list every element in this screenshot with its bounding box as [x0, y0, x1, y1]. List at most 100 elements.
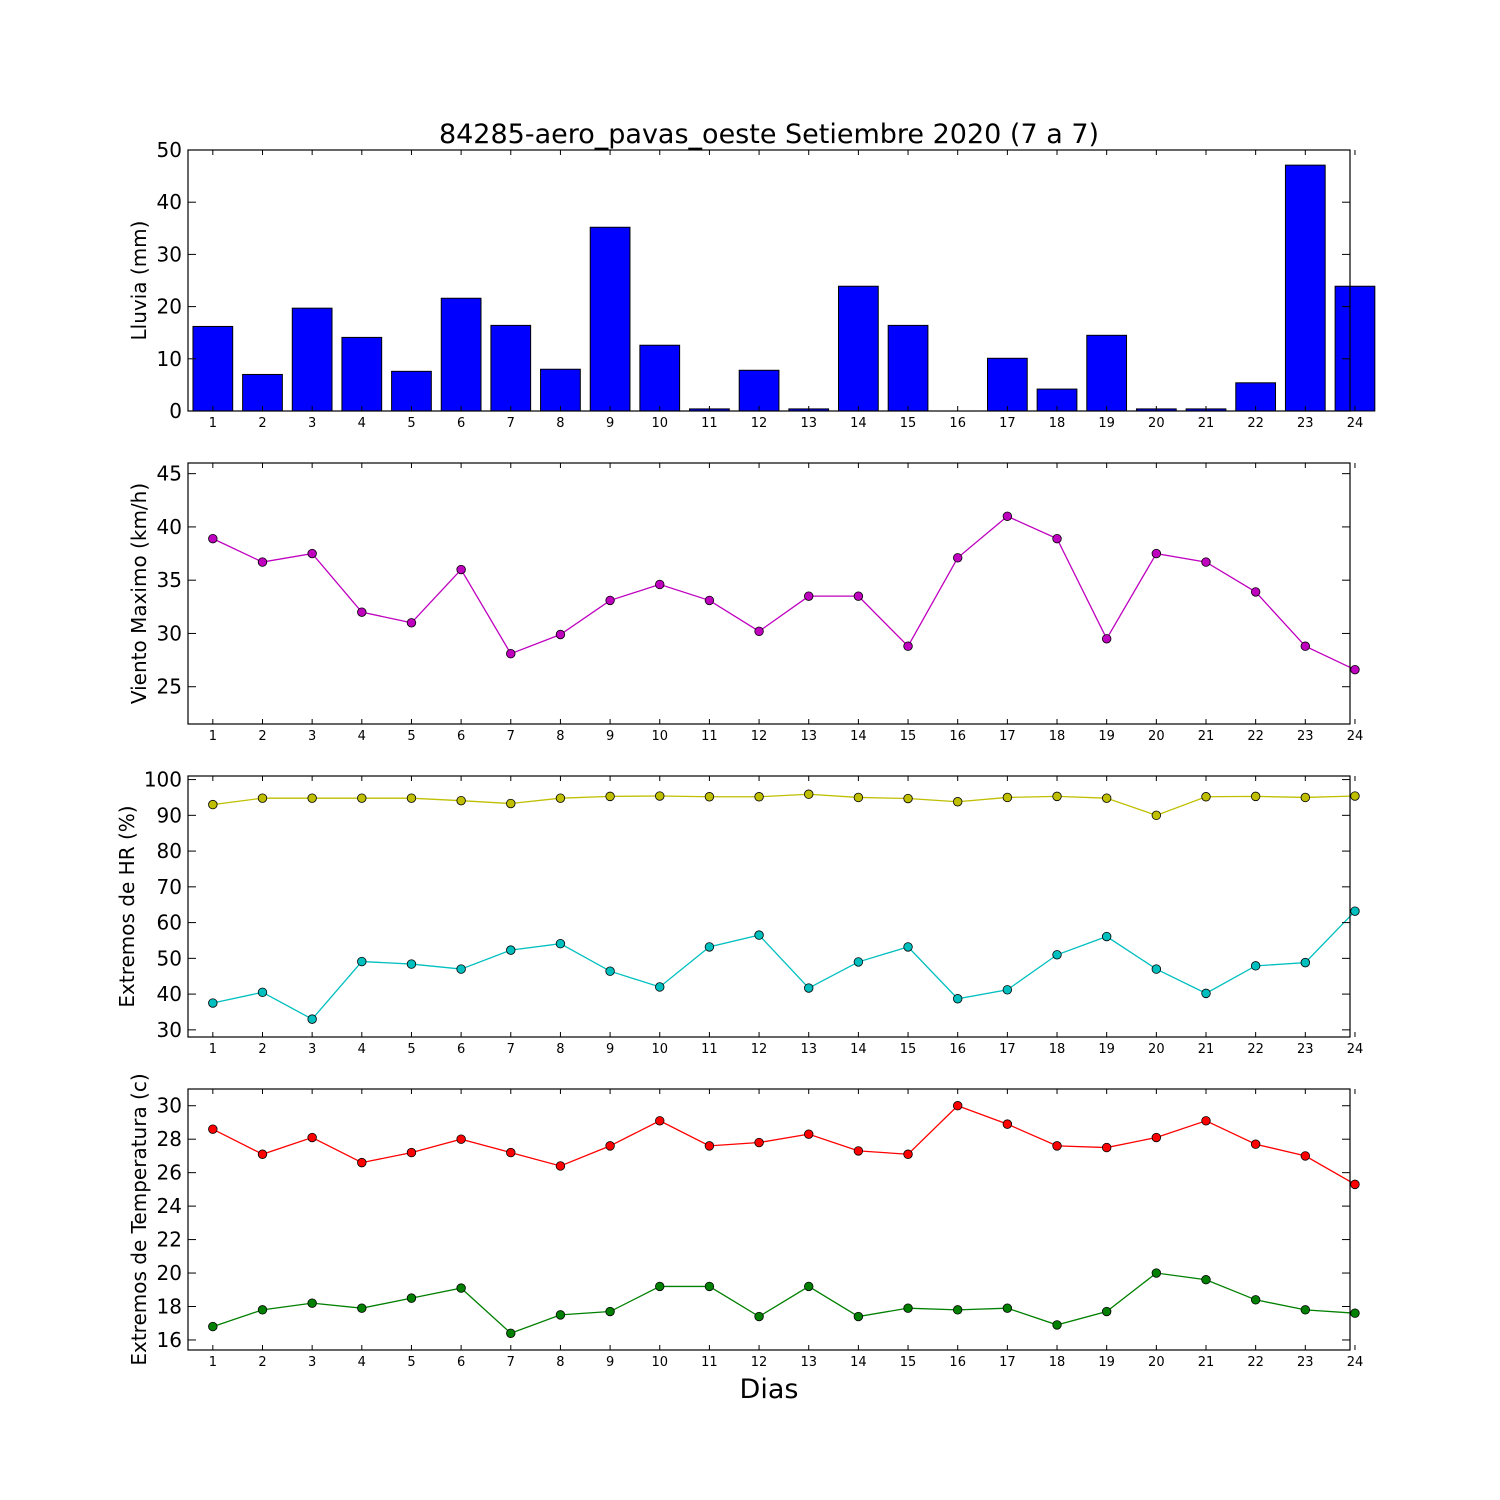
series-1-point-3 — [307, 793, 317, 803]
series-2-point-21 — [1201, 1275, 1211, 1285]
x-tick-label-15: 15 — [900, 416, 917, 431]
x-tick-label-21: 21 — [1198, 416, 1215, 431]
series-2-point-2 — [257, 987, 268, 998]
x-tick-label-24: 24 — [1347, 729, 1364, 744]
x-tick-label-18: 18 — [1049, 1042, 1066, 1057]
series-2-point-5 — [406, 1293, 417, 1303]
x-tick-label-23: 23 — [1297, 1355, 1314, 1370]
series-2-point-7 — [506, 945, 516, 955]
plot-frame — [187, 775, 1351, 1038]
x-tick-label-1: 1 — [209, 1355, 217, 1370]
series-1-line — [212, 793, 1355, 817]
series-1-point-13 — [804, 789, 814, 799]
y-tick-label-3: 50 — [157, 946, 182, 970]
x-tick-label-21: 21 — [1198, 1042, 1215, 1057]
x-tick-label-5: 5 — [407, 416, 415, 431]
y-tick-label-6: 26 — [157, 1161, 182, 1185]
y-tick-label-4: 22 — [157, 1228, 182, 1252]
series-1-point-16 — [953, 797, 963, 807]
series-2-point-6 — [456, 964, 466, 974]
x-tick-label-7: 7 — [507, 729, 515, 744]
series-1-point-20 — [1151, 810, 1162, 821]
series-1-point-11 — [704, 792, 715, 802]
series-1-point-12 — [754, 792, 764, 802]
series-1-point-16 — [953, 553, 963, 563]
series-1-point-21 — [1201, 557, 1211, 567]
x-tick-label-22: 22 — [1247, 729, 1264, 744]
series-2-point-23 — [1300, 1305, 1311, 1315]
y-tick-label-3: 35 — [157, 568, 182, 592]
x-tick-label-7: 7 — [507, 1042, 515, 1057]
series-2-point-17 — [1002, 1303, 1013, 1313]
series-1-point-11 — [704, 1141, 715, 1151]
series-2-point-6 — [456, 1283, 466, 1293]
series-2-point-13 — [804, 1281, 814, 1292]
x-tick-label-15: 15 — [900, 1042, 917, 1057]
y-axis-label: Extremos de Temperatura (c) — [127, 1073, 151, 1365]
x-tick-label-23: 23 — [1297, 729, 1314, 744]
bar-23 — [1284, 164, 1326, 412]
series-1-point-23 — [1300, 792, 1311, 803]
series-1-point-5 — [406, 618, 417, 628]
series-1-point-21 — [1201, 1116, 1211, 1126]
x-tick-label-6: 6 — [457, 729, 465, 744]
series-1-point-6 — [456, 795, 466, 806]
series-1-point-16 — [953, 1101, 963, 1111]
chart-title: 84285-aero_pavas_oeste Setiembre 2020 (7… — [439, 119, 1099, 150]
series-2-point-14 — [853, 957, 864, 967]
series-2-point-16 — [953, 1305, 963, 1315]
series-1-point-3 — [307, 1132, 317, 1143]
series-1-point-23 — [1300, 641, 1311, 651]
x-tick-label-23: 23 — [1297, 1042, 1314, 1057]
series-2-point-18 — [1052, 950, 1062, 960]
x-tick-label-8: 8 — [556, 1355, 564, 1370]
series-2-point-12 — [754, 1311, 764, 1322]
series-1-point-20 — [1151, 548, 1162, 559]
series-2-point-24 — [1350, 1308, 1360, 1318]
x-tick-label-14: 14 — [850, 729, 867, 744]
series-2-point-1 — [208, 998, 218, 1008]
series-1-point-2 — [257, 1149, 268, 1159]
series-2-point-9 — [605, 966, 615, 976]
series-2-point-12 — [754, 930, 764, 940]
x-tick-label-17: 17 — [999, 729, 1016, 744]
y-tick-label-3: 20 — [157, 1261, 182, 1285]
x-tick-label-2: 2 — [258, 729, 266, 744]
x-tick-label-24: 24 — [1347, 416, 1364, 431]
series-1-point-10 — [655, 579, 665, 590]
x-tick-label-20: 20 — [1148, 1042, 1165, 1057]
series-1-point-20 — [1151, 1132, 1162, 1143]
series-2-point-18 — [1052, 1320, 1062, 1330]
x-tick-label-8: 8 — [556, 1042, 564, 1057]
x-tick-label-10: 10 — [651, 1355, 668, 1370]
series-1-point-13 — [804, 1129, 814, 1139]
series-2-point-8 — [555, 938, 566, 949]
bar-15 — [887, 324, 929, 412]
series-1-point-23 — [1300, 1151, 1311, 1161]
y-tick-label-1: 25 — [157, 675, 182, 699]
y-tick-label-6: 50 — [157, 138, 182, 162]
y-tick-label-5: 70 — [157, 875, 182, 899]
y-tick-label-5: 40 — [157, 190, 182, 214]
series-1-line — [212, 1104, 1356, 1185]
y-tick-label-1: 30 — [157, 1018, 182, 1042]
series-1-point-17 — [1002, 1119, 1013, 1129]
series-2-point-20 — [1151, 964, 1162, 974]
bar-14 — [838, 285, 879, 412]
x-tick-label-21: 21 — [1198, 729, 1215, 744]
series-1-point-15 — [903, 793, 913, 804]
series-1-point-14 — [853, 792, 864, 803]
x-tick-label-13: 13 — [800, 1355, 817, 1370]
plot-frame — [187, 1088, 1351, 1351]
x-tick-label-2: 2 — [258, 1355, 266, 1370]
x-axis-label: Dias — [740, 1374, 799, 1405]
series-1-point-1 — [208, 799, 218, 810]
series-1-point-12 — [754, 1137, 764, 1148]
x-tick-label-10: 10 — [651, 1042, 668, 1057]
bar-17 — [987, 357, 1028, 412]
y-axis-label: Lluvia (mm) — [127, 221, 151, 341]
x-tick-label-18: 18 — [1049, 1355, 1066, 1370]
series-2-point-20 — [1151, 1268, 1162, 1278]
bar-1 — [192, 325, 234, 412]
